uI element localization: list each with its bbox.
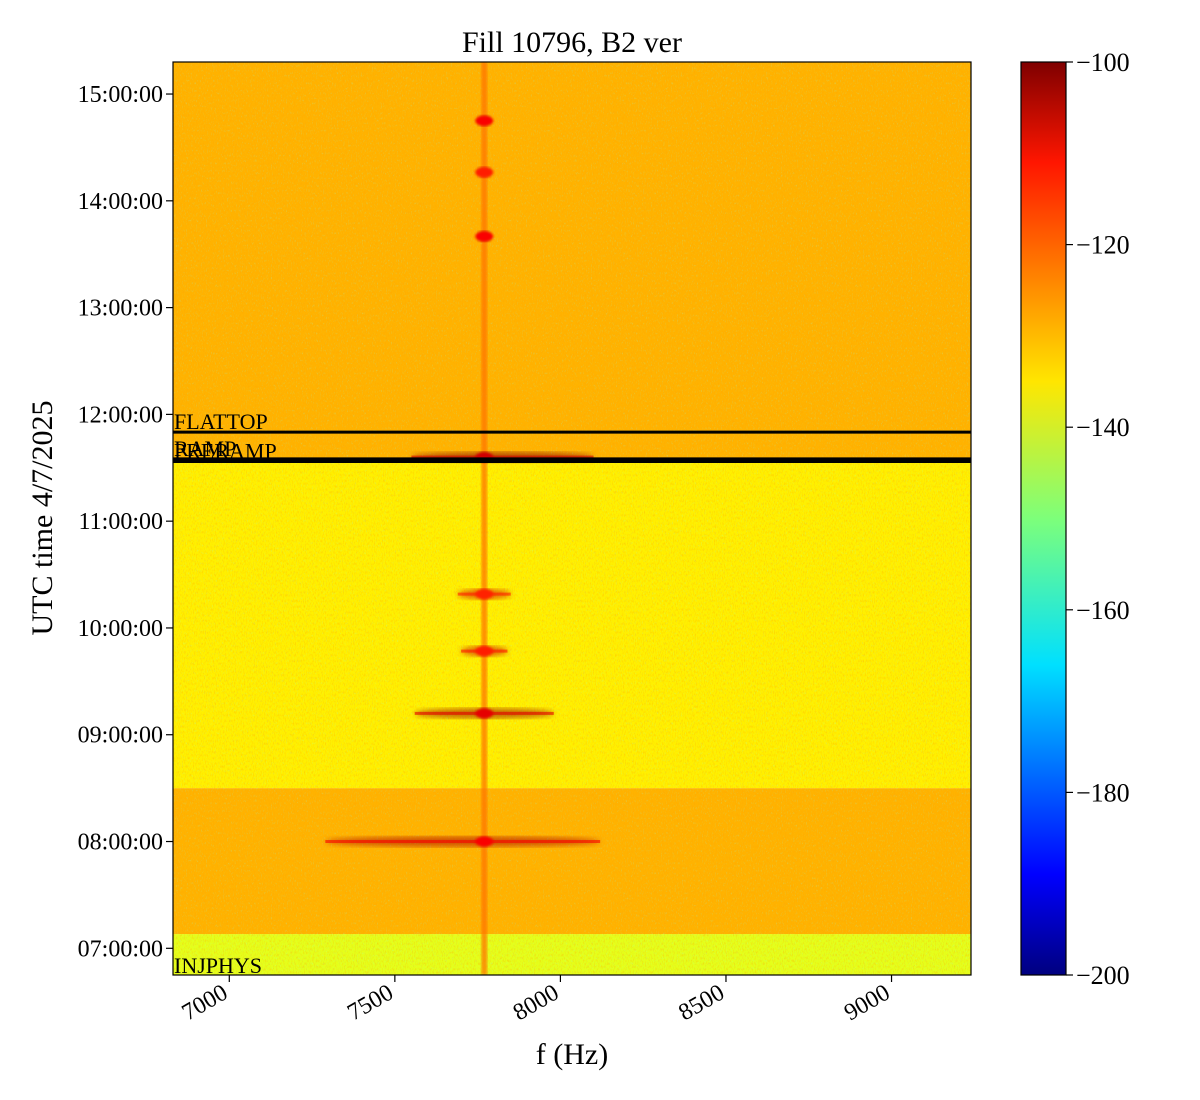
burst xyxy=(461,646,508,657)
burst-core xyxy=(475,589,494,600)
y-tick-label: 13:00:00 xyxy=(78,296,163,322)
x-axis-label: f (Hz) xyxy=(536,1038,608,1071)
burst-streak xyxy=(411,455,594,459)
y-axis: 07:00:00 08:00:00 09:00:00 10:00:00 11:00:00… xyxy=(78,82,173,962)
colorbar-tick-label: −140 xyxy=(1076,413,1130,442)
burst xyxy=(325,836,601,847)
chart-title: Fill 10796, B2 ver xyxy=(462,26,682,59)
phase-label: INJPHYS xyxy=(174,953,262,978)
burst xyxy=(457,589,511,600)
burst-core xyxy=(475,231,494,242)
burst xyxy=(475,167,494,178)
x-axis: 7000 7500 8000 8500 9000 xyxy=(178,975,895,1026)
spectral-line-layer xyxy=(481,62,488,975)
colorbar-tick-label: −200 xyxy=(1076,961,1130,990)
colorbar-tick-label: −100 xyxy=(1076,48,1130,77)
burst-core xyxy=(475,115,494,126)
x-tick-label: 7000 xyxy=(178,980,233,1027)
y-tick-label: 11:00:00 xyxy=(79,509,163,535)
colorbar-tick-label: −120 xyxy=(1076,231,1130,260)
y-tick-label: 10:00:00 xyxy=(78,616,163,642)
phase-label: RAMP xyxy=(174,436,236,461)
y-tick-label: 08:00:00 xyxy=(78,830,163,856)
burst-core xyxy=(475,836,494,847)
burst-core xyxy=(475,167,494,178)
x-tick-label: 9000 xyxy=(840,980,895,1027)
burst-core xyxy=(475,708,494,719)
y-axis-label: UTC time 4/7/2025 xyxy=(26,401,59,636)
y-tick-label: 07:00:00 xyxy=(78,936,163,962)
colorbar-ticks: −100 −120 −140 −160 −180 −200 xyxy=(1066,48,1130,990)
colorbar-gradient xyxy=(1020,61,1067,976)
plot-frame xyxy=(172,61,972,976)
burst-streak xyxy=(325,840,601,844)
burst xyxy=(475,115,494,126)
plot-area xyxy=(173,62,971,975)
spectral-line xyxy=(481,62,488,975)
y-tick-label: 09:00:00 xyxy=(78,723,163,749)
phase-label: FLATTOP xyxy=(174,409,268,434)
x-tick-label: 8500 xyxy=(674,980,729,1027)
burst xyxy=(414,708,554,719)
burst xyxy=(475,231,494,242)
colorbar-tick-label: −160 xyxy=(1076,596,1130,625)
y-tick-label: 14:00:00 xyxy=(78,189,163,215)
colorbar: −100 −120 −140 −160 −180 −200 xyxy=(1020,48,1130,990)
colorbar-tick-label: −180 xyxy=(1076,778,1130,807)
x-tick-label: 7500 xyxy=(343,980,398,1027)
burst-core xyxy=(475,646,494,657)
texture-speckle xyxy=(173,62,971,975)
bursts-layer xyxy=(325,115,601,847)
x-tick-label: 8000 xyxy=(509,980,564,1027)
phase-label: PRERAMP xyxy=(174,439,277,464)
y-tick-label: 15:00:00 xyxy=(78,82,163,108)
y-tick-label: 12:00:00 xyxy=(78,402,163,428)
annotation-lines xyxy=(173,430,971,464)
